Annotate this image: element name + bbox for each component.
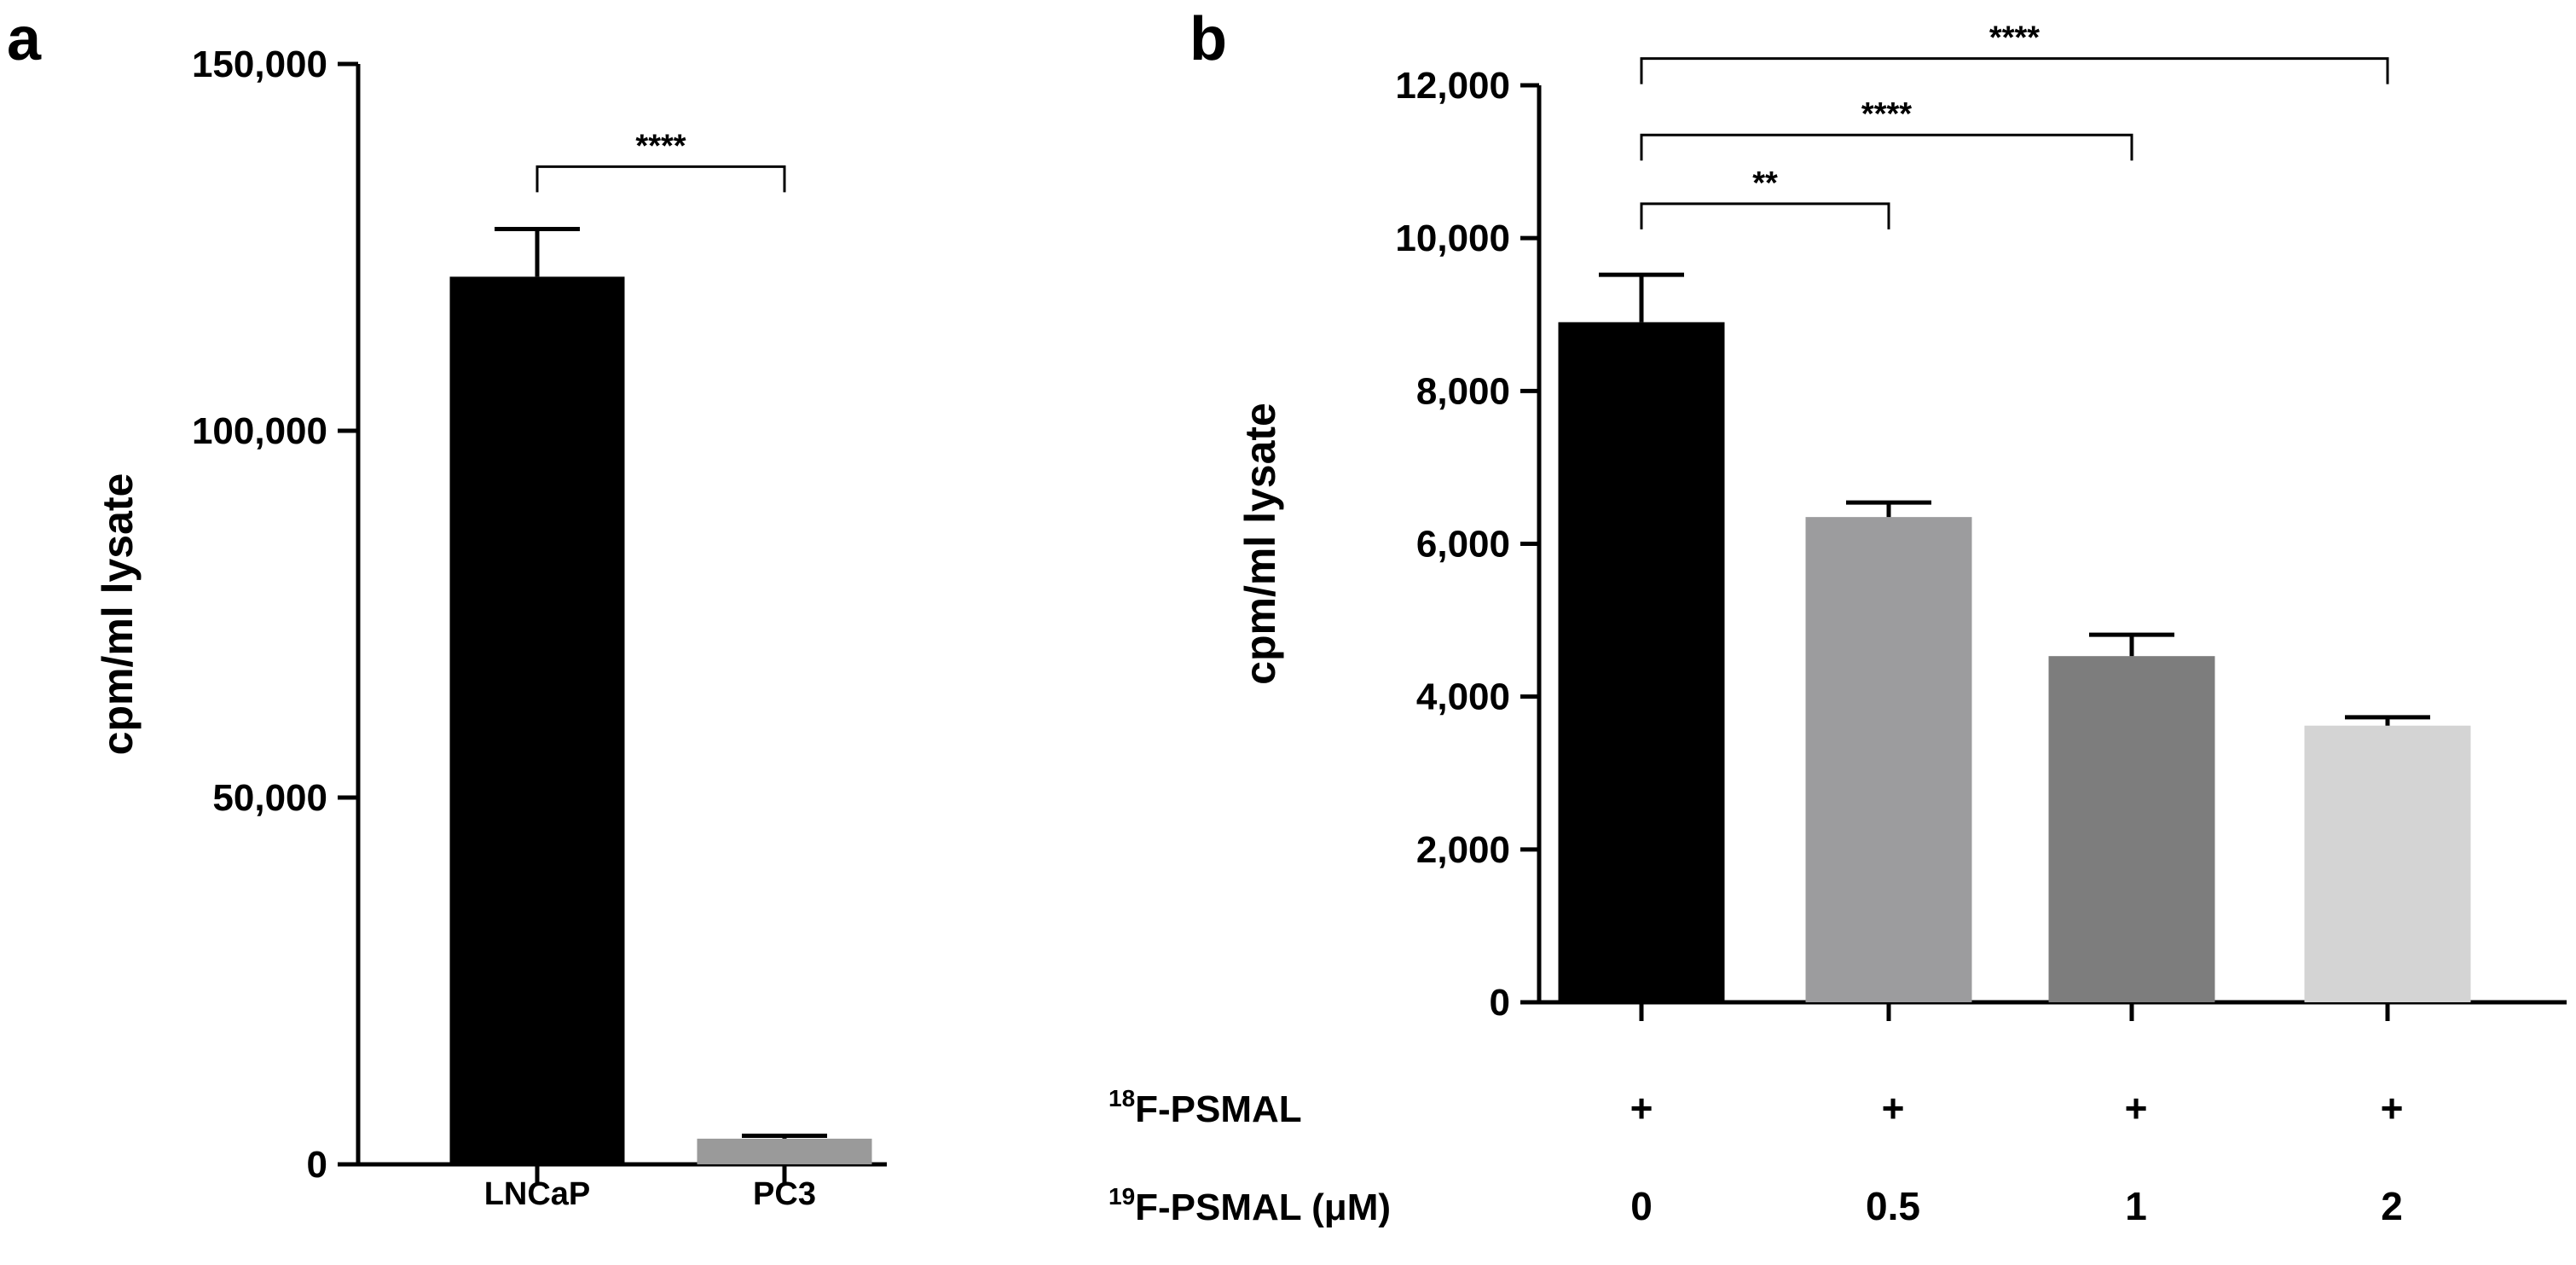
panel-b-condition-row-label-0: 18F-PSMAL [1109,1085,1302,1130]
panel-b-significance-label-1: **** [1861,96,1912,132]
panel-a-letter: a [7,5,42,73]
panel-b-y-tick-label: 0 [1490,982,1510,1024]
panel-b-y-tick-label: 6,000 [1416,524,1510,566]
panel-a-y-tick-label: 0 [307,1144,327,1186]
panel-b-condition-value-0-2: + [2125,1086,2148,1130]
panel-b-significance-bracket-0 [1640,202,1890,229]
panel-b-bar-3 [2304,725,2471,1002]
panel-b-condition-value-0-3: + [2381,1086,2404,1130]
panel-b-y-tick-label: 10,000 [1395,218,1510,259]
panel-b-bar-0 [1558,322,1725,1002]
panel-a-y-tick-label: 150,000 [192,44,327,85]
panel-b-condition-value-0-0: + [1630,1086,1653,1130]
panel-a-category-label-1: PC3 [753,1176,816,1212]
panel-b-significance-label-2: **** [1989,20,2040,56]
panel-b-letter: b [1190,5,1227,73]
panel-a-bar-0 [449,276,625,1164]
panel-b-y-tick-label: 8,000 [1416,370,1510,412]
panel-a-significance-bracket-0 [535,165,786,193]
panel-a-y-tick-label: 50,000 [212,777,327,819]
condition-name: F-PSMAL [1135,1088,1302,1130]
panel-a-category-label-0: LNCaP [484,1176,591,1212]
panel-b-y-axis-label: cpm/ml lysate [1236,403,1284,685]
panel-b-condition-value-1-2: 1 [2125,1184,2147,1228]
panel-b-y-tick-label: 12,000 [1395,65,1510,107]
panel-b-significance-label-0: ** [1752,165,1778,201]
condition-name: F-PSMAL (μM) [1135,1187,1391,1228]
panel-a-bar-1 [697,1138,872,1164]
panel-b-y-tick-label: 4,000 [1416,676,1510,718]
panel-b-condition-value-1-0: 0 [1630,1184,1653,1228]
panel-b-significance-bracket-1 [1640,133,2133,161]
panel-b-y-tick-label: 2,000 [1416,829,1510,871]
panel-b-condition-value-1-1: 0.5 [1866,1184,1920,1228]
panel-b-bar-2 [2048,656,2215,1002]
panel-b-condition-value-0-1: + [1882,1086,1905,1130]
superscript-mass-number: 18 [1109,1085,1135,1111]
panel-a-y-tick-label: 100,000 [192,410,327,452]
panel-a-y-axis-label: cpm/ml lysate [94,473,142,756]
panel-b-condition-row-label-1: 19F-PSMAL (μM) [1109,1183,1391,1228]
panel-b-significance-bracket-2 [1640,57,2389,84]
panel-a-significance-label-0: **** [635,128,686,164]
superscript-mass-number: 19 [1109,1183,1135,1210]
panel-b-condition-value-1-3: 2 [2381,1184,2403,1228]
panel-b-bar-1 [1805,517,1972,1002]
